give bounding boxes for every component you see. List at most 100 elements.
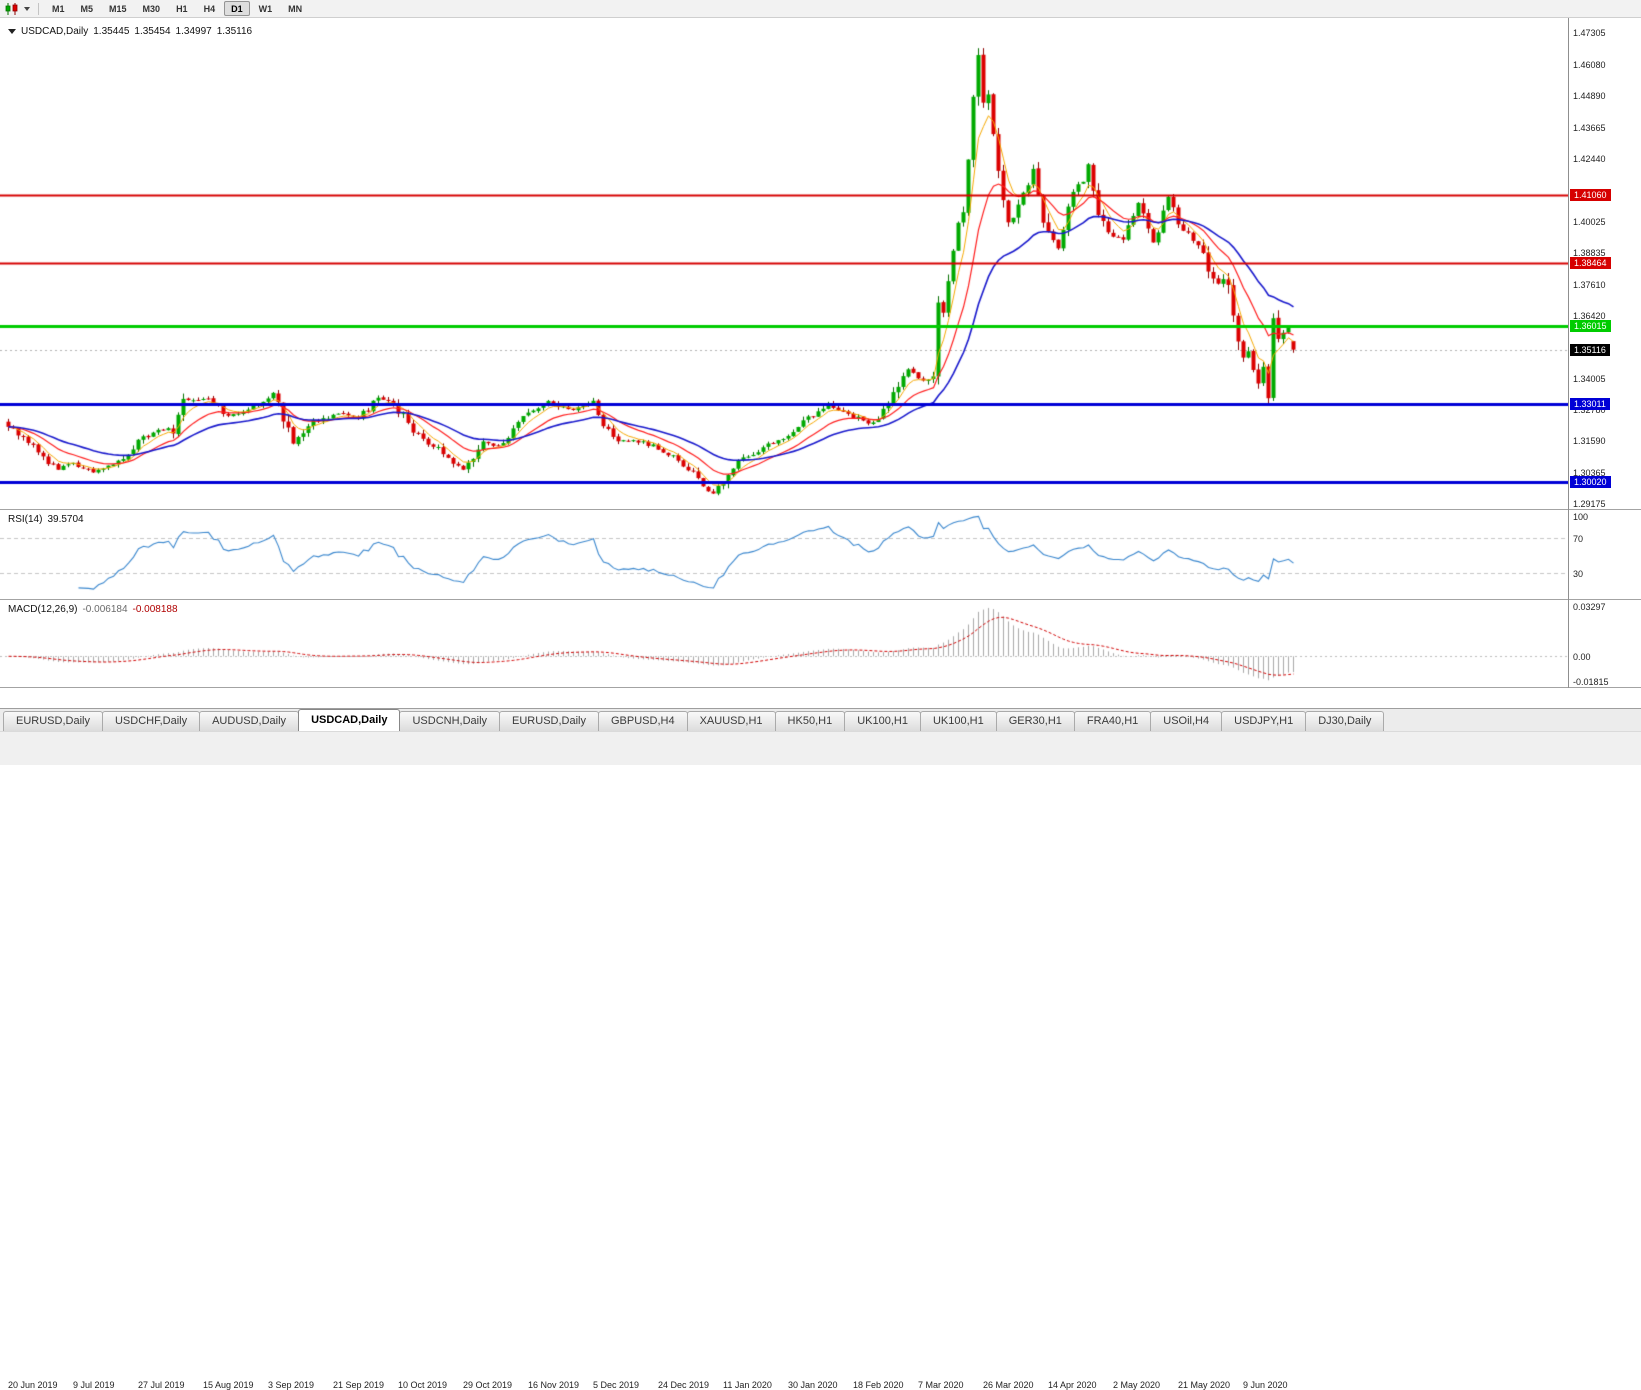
- time-axis[interactable]: 20 Jun 2019 9 Jul 2019 27 Jul 2019 15 Aug 2…: [0, 688, 1568, 1390]
- price-level-badge: 1.38464: [1570, 256, 1611, 269]
- chart-tab[interactable]: FRA40,H1: [1073, 711, 1152, 731]
- chart-tab[interactable]: XAUUSD,H1: [686, 711, 776, 731]
- panel-separator[interactable]: [0, 599, 1641, 600]
- rsi-name: RSI(14): [8, 514, 43, 525]
- chart-tab[interactable]: USDCHF,Daily: [101, 711, 201, 731]
- macd-indicator-canvas[interactable]: [0, 600, 1568, 687]
- chart-tab[interactable]: HK50,H1: [774, 711, 846, 731]
- price-axis-tick: 1.47305: [1573, 28, 1606, 38]
- price-axis-tick: 1.34005: [1573, 373, 1606, 384]
- time-axis-label: 11 Jan 2020: [723, 1380, 772, 1390]
- rsi-axis-tick: 100: [1573, 512, 1589, 522]
- price-axis-tick: 1.31590: [1573, 436, 1606, 447]
- time-axis-label: 9 Jun 2020: [1243, 1380, 1288, 1390]
- ohlc-open: 1.35445: [93, 26, 130, 37]
- macd-axis-tick: 0.00: [1573, 652, 1591, 663]
- symbol-dropdown-icon[interactable]: [8, 29, 16, 34]
- timeframe-button-h1[interactable]: H1: [176, 4, 188, 14]
- chart-tab[interactable]: AUDUSD,Daily: [199, 711, 300, 731]
- time-axis-label: 30 Jan 2020: [788, 1380, 838, 1390]
- timeframe-button-group: M1 M5 M15 M30 H1 H4 D1 W1 MN: [44, 1, 310, 16]
- time-axis-label: 18 Feb 2020: [853, 1380, 904, 1390]
- timeframe-button-h4[interactable]: H4: [203, 4, 216, 14]
- time-axis-separator: [0, 687, 1641, 688]
- time-axis-label: 20 Jun 2019: [8, 1380, 58, 1390]
- price-level-badge: 1.33011: [1570, 398, 1610, 411]
- time-axis-label: 27 Jul 2019: [138, 1380, 185, 1390]
- time-axis-label: 9 Jul 2019: [73, 1380, 115, 1390]
- timeframe-button-m15[interactable]: M15: [109, 4, 127, 14]
- ohlc-high: 1.35454: [134, 26, 171, 37]
- chart-symbol-period: USDCAD,Daily: [21, 26, 89, 37]
- price-level-badge: 1.30020: [1570, 476, 1611, 489]
- chart-tab-bar: EURUSD,Daily USDCHF,Daily AUDUSD,Daily USDC…: [0, 708, 1641, 731]
- current-price-badge: 1.35116: [1570, 343, 1610, 356]
- chart-tab[interactable]: USDCAD,Daily: [298, 709, 401, 731]
- price-axis-tick: 1.32780: [1573, 405, 1606, 416]
- chart-tab[interactable]: UK100,H1: [919, 711, 997, 731]
- time-axis-label: 5 Dec 2019: [593, 1380, 640, 1390]
- rsi-indicator-canvas[interactable]: [0, 510, 1568, 599]
- time-axis-label: 16 Nov 2019: [528, 1380, 580, 1390]
- price-axis-tick: 1.46080: [1573, 59, 1606, 70]
- charts-toolbar-icon[interactable]: [3, 2, 21, 16]
- chart-title: USDCAD,Daily 1.35445 1.35454 1.34997 1.3…: [8, 26, 252, 37]
- chart-tab[interactable]: DJ30,Daily: [1305, 711, 1385, 731]
- ohlc-close: 1.35116: [216, 26, 253, 37]
- price-axis-tick: 1.38835: [1573, 248, 1606, 259]
- macd-main-value: -0.006184: [82, 604, 128, 615]
- chart-tab[interactable]: USDCNH,Daily: [399, 711, 501, 731]
- timeframe-button-m30[interactable]: M30: [142, 4, 161, 14]
- time-axis-label: 2 May 2020: [1113, 1380, 1161, 1390]
- chart-tab[interactable]: EURUSD,Daily: [499, 711, 599, 731]
- timeframe-button-mn[interactable]: MN: [288, 4, 303, 14]
- status-bar: [0, 731, 1641, 765]
- price-axis-tick: 1.44890: [1573, 90, 1606, 101]
- macd-name: MACD(12,26,9): [8, 604, 78, 615]
- price-axis-tick: 1.40025: [1573, 217, 1606, 228]
- time-axis-label: 15 Aug 2019: [203, 1380, 254, 1390]
- macd-label: MACD(12,26,9) -0.006184 -0.008188: [8, 604, 178, 615]
- price-level-badge: 1.36015: [1570, 320, 1611, 333]
- macd-signal-value: -0.008188: [132, 604, 178, 615]
- chart-tab[interactable]: EURUSD,Daily: [3, 711, 103, 731]
- toolbar-separator: [38, 2, 39, 15]
- time-axis-label: 24 Dec 2019: [658, 1380, 710, 1390]
- rsi-label: RSI(14) 39.5704: [8, 514, 84, 525]
- chart-tab[interactable]: UK100,H1: [844, 711, 921, 731]
- chart-tab[interactable]: GER30,H1: [995, 711, 1075, 731]
- timeframe-button-m1[interactable]: M1: [52, 4, 65, 14]
- price-level-badge: 1.41060: [1570, 189, 1611, 202]
- time-axis-label: 21 May 2020: [1178, 1380, 1231, 1390]
- time-axis-label: 29 Oct 2019: [463, 1380, 513, 1390]
- timeframe-button-w1[interactable]: W1: [258, 4, 273, 14]
- timeframe-button-d1[interactable]: D1: [224, 1, 250, 16]
- timeframe-button-m5[interactable]: M5: [80, 4, 94, 14]
- toolbar-dropdown-caret[interactable]: [24, 6, 30, 11]
- time-axis-label: 21 Sep 2019: [333, 1380, 385, 1390]
- ohlc-low: 1.34997: [175, 26, 212, 37]
- time-axis-label: 26 Mar 2020: [983, 1380, 1034, 1390]
- price-axis-tick: 1.37610: [1573, 279, 1606, 290]
- macd-axis-tick: -0.01815: [1573, 677, 1609, 687]
- chart-tab[interactable]: USDJPY,H1: [1221, 711, 1307, 731]
- time-axis-label: 3 Sep 2019: [268, 1380, 315, 1390]
- price-axis-tick: 1.42440: [1573, 154, 1606, 165]
- rsi-value: 39.5704: [47, 514, 84, 525]
- rsi-axis-tick: 30: [1573, 568, 1584, 579]
- price-axis-tick: 1.30365: [1573, 468, 1606, 479]
- rsi-axis-tick: 70: [1573, 534, 1584, 545]
- panel-separator[interactable]: [0, 509, 1641, 510]
- price-chart-canvas[interactable]: [0, 18, 1568, 509]
- price-axis-separator: [1568, 18, 1569, 688]
- price-axis-tick: 1.36420: [1573, 310, 1606, 321]
- chart-tab[interactable]: GBPUSD,H4: [598, 711, 688, 731]
- macd-axis-tick: 0.03297: [1573, 602, 1606, 612]
- price-axis-tick: 1.43665: [1573, 122, 1606, 133]
- chart-tab[interactable]: USOil,H4: [1150, 711, 1223, 731]
- price-axis[interactable]: 1.47305 1.46080 1.44890 1.43665 1.42440 1.400…: [1568, 0, 1641, 708]
- price-axis-tick: 1.29175: [1573, 499, 1606, 510]
- time-axis-label: 7 Mar 2020: [918, 1380, 964, 1390]
- time-axis-label: 10 Oct 2019: [398, 1380, 448, 1390]
- time-axis-label: 14 Apr 2020: [1048, 1380, 1097, 1390]
